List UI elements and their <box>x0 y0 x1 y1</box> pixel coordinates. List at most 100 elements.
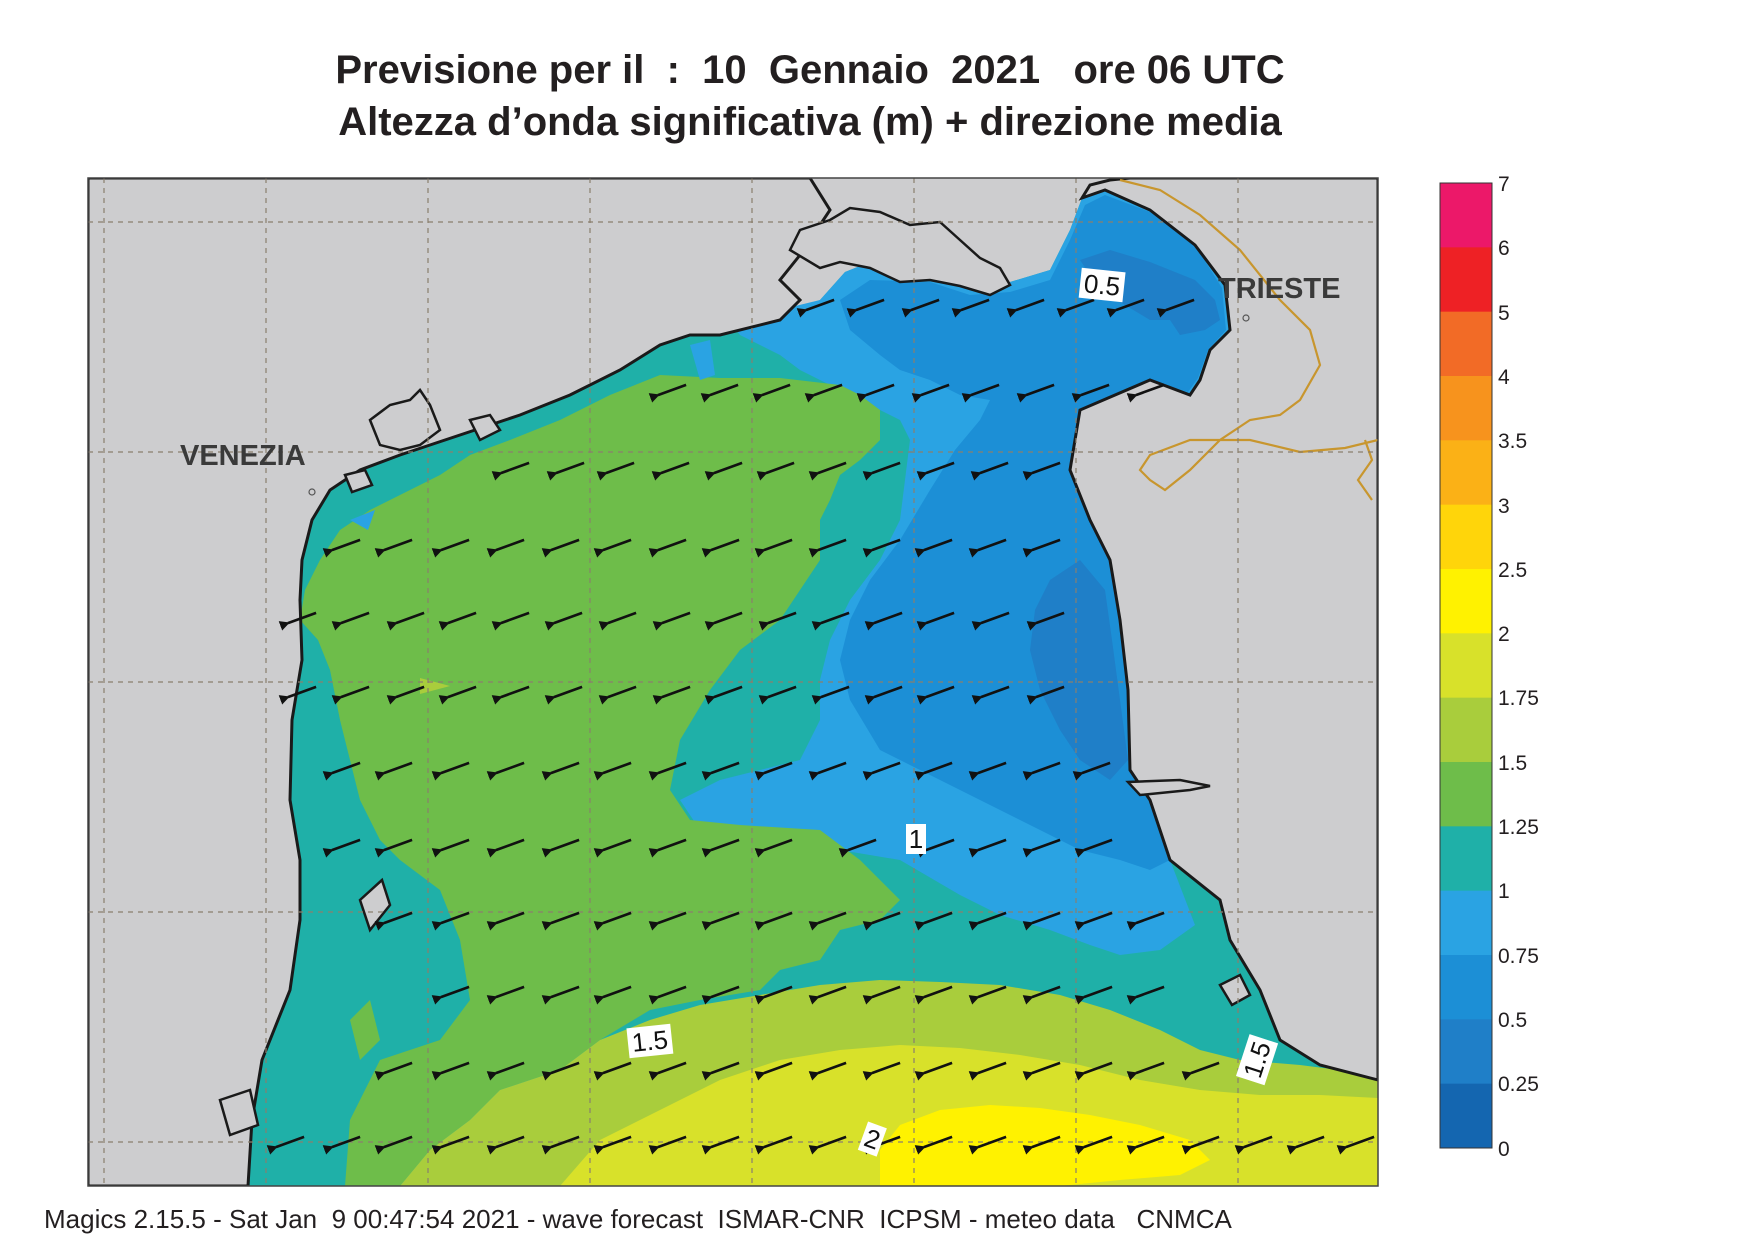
wave-arrow <box>864 685 903 705</box>
wave-zone-0-25-0-5-north <box>1080 250 1220 335</box>
wave-arrow <box>486 1135 525 1155</box>
wave-arrow <box>648 838 687 858</box>
colorbar-label: 0.25 <box>1498 1073 1539 1096</box>
wave-arrow <box>701 838 740 858</box>
wave-arrow <box>968 538 1007 558</box>
wave-arrow <box>968 1061 1007 1081</box>
istrian-coast-land <box>1068 178 1378 1082</box>
wave-arrow <box>541 838 580 858</box>
colorbar-swatch <box>1440 440 1492 506</box>
map-frame <box>87 177 1379 1187</box>
wave-arrow <box>811 611 850 631</box>
wave-arrow <box>374 761 413 781</box>
colorbar-label: 1.75 <box>1498 687 1539 710</box>
wave-arrow <box>862 1061 901 1081</box>
colorbar-frame <box>1439 182 1493 1149</box>
wave-arrow <box>754 1135 793 1155</box>
wave-arrow <box>856 383 895 403</box>
wave-arrow <box>914 761 953 781</box>
wave-arrow <box>864 611 903 631</box>
wave-arrow <box>1126 911 1165 931</box>
wave-arrow <box>491 611 530 631</box>
wave-arrow <box>541 1135 580 1155</box>
wave-arrow <box>968 911 1007 931</box>
wave-arrow <box>438 685 477 705</box>
wave-arrow <box>758 611 797 631</box>
wave-arrow <box>804 383 843 403</box>
wave-arrow <box>486 538 525 558</box>
colorbar: 7 6 5 4 3.5 3 2.5 2 1.75 1.5 1.25 1 0.75… <box>1439 173 1539 1161</box>
wave-arrow <box>1181 1061 1220 1081</box>
title-line-1: Previsione per il : 10 Gennaio 2021 ore … <box>335 48 1285 92</box>
wave-arrow <box>796 298 835 318</box>
contour-label-text: 1 <box>909 824 923 854</box>
colorbar-label: 0.75 <box>1498 945 1539 968</box>
wave-arrow <box>546 461 585 481</box>
wave-arrow <box>916 838 955 858</box>
colorbar-label: 3.5 <box>1498 430 1527 453</box>
wave-arrow <box>541 1061 580 1081</box>
colorbar-swatch <box>1440 633 1492 699</box>
wave-arrow <box>648 1135 687 1155</box>
graticule <box>88 178 1378 1186</box>
national-border <box>1356 439 1374 501</box>
wave-arrow <box>651 461 690 481</box>
wave-arrow <box>901 298 940 318</box>
wave-arrow <box>951 298 990 318</box>
colorbar-swatch <box>1440 569 1492 634</box>
wave-arrow <box>808 985 847 1005</box>
colorbar-swatch <box>1440 890 1492 956</box>
wave-arrow <box>752 383 791 403</box>
wave-arrow <box>1071 383 1110 403</box>
wave-arrow <box>808 1061 847 1081</box>
wave-arrow <box>438 611 477 631</box>
wave-arrow <box>701 1061 740 1081</box>
colorbar-swatch <box>1440 247 1492 313</box>
lagoon-island <box>368 388 442 452</box>
wave-arrow <box>1074 838 1113 858</box>
wave-zone-0-5-0-75 <box>840 195 1226 870</box>
colorbar-label: 0 <box>1498 1138 1510 1161</box>
wave-arrow <box>914 538 953 558</box>
wave-arrow <box>961 383 1000 403</box>
wave-arrow <box>593 761 632 781</box>
wave-arrow <box>486 911 525 931</box>
wave-arrow <box>754 985 793 1005</box>
colorbar-label: 2.5 <box>1498 559 1527 582</box>
wave-arrow <box>648 383 687 403</box>
wave-arrow <box>1074 1061 1113 1081</box>
colorbar-swatch <box>1440 1083 1492 1149</box>
wave-arrow <box>278 685 317 705</box>
colorbar-label: 7 <box>1498 173 1510 196</box>
wave-arrow <box>704 611 743 631</box>
colorbar-swatch <box>1440 376 1492 441</box>
wave-arrow <box>701 761 740 781</box>
wave-arrow <box>838 838 877 858</box>
wave-arrow <box>598 685 637 705</box>
colorbar-swatch <box>1440 762 1492 827</box>
wave-arrow <box>386 685 425 705</box>
wave-arrow <box>1336 1135 1375 1155</box>
wave-arrow <box>541 911 580 931</box>
colorbar-swatch <box>1440 955 1492 1020</box>
wave-arrow <box>1156 298 1195 318</box>
lagoon-island <box>358 877 392 933</box>
wave-arrow <box>541 538 580 558</box>
wave-arrow <box>1022 1135 1061 1155</box>
wave-arrow <box>1072 761 1111 781</box>
colorbar-swatch <box>1440 183 1492 248</box>
wave-arrow <box>374 1135 413 1155</box>
wave-arrow <box>1286 1135 1325 1155</box>
contour-label-text: 0.5 <box>1083 268 1122 302</box>
colorbar-label: 0.5 <box>1498 1009 1527 1032</box>
wave-arrow <box>970 461 1009 481</box>
wave-arrow <box>648 538 687 558</box>
wave-arrow <box>971 611 1010 631</box>
footer-credits: Magics 2.15.5 - Sat Jan 9 00:47:54 2021 … <box>44 1204 1232 1234</box>
wave-arrow <box>916 611 955 631</box>
wave-arrow <box>914 1135 953 1155</box>
city-marker-trieste <box>1242 314 1250 322</box>
wave-arrow <box>486 761 525 781</box>
colorbar-label: 5 <box>1498 302 1510 325</box>
